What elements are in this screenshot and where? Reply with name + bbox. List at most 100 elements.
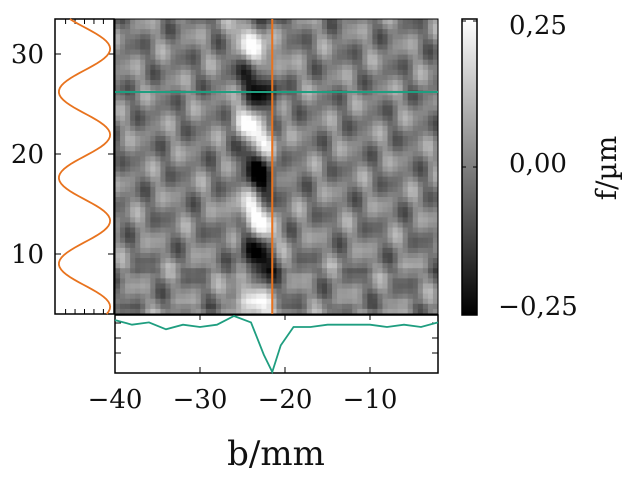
heatmap-cell bbox=[266, 110, 273, 117]
heatmap-cell bbox=[377, 80, 384, 86]
heatmap-cell bbox=[372, 293, 379, 300]
heatmap-cell bbox=[165, 130, 172, 137]
heatmap-cell bbox=[150, 141, 156, 147]
heatmap-cell bbox=[135, 161, 141, 168]
heatmap-cell bbox=[301, 115, 308, 122]
heatmap-cell bbox=[432, 303, 438, 310]
heatmap-cell bbox=[115, 252, 121, 259]
heatmap-cell bbox=[231, 29, 237, 35]
heatmap-cell bbox=[286, 268, 293, 274]
heatmap-cell bbox=[337, 298, 343, 305]
heatmap-cell bbox=[155, 293, 162, 300]
heatmap-cell bbox=[372, 100, 379, 107]
heatmap-cell bbox=[165, 151, 172, 157]
heatmap-cell bbox=[210, 232, 217, 239]
heatmap-cell bbox=[190, 161, 197, 168]
heatmap-cell bbox=[357, 44, 363, 51]
heatmap-cell bbox=[150, 252, 156, 259]
heatmap-cell bbox=[296, 212, 303, 218]
heatmap-cell bbox=[407, 110, 414, 117]
heatmap-cell bbox=[185, 34, 192, 40]
heatmap-cell bbox=[185, 278, 192, 285]
heatmap-cell bbox=[377, 258, 384, 264]
heatmap-cell bbox=[140, 64, 146, 71]
heatmap-cell bbox=[311, 212, 318, 218]
heatmap-cell bbox=[241, 24, 247, 30]
heatmap-cell bbox=[236, 263, 242, 269]
heatmap-cell bbox=[377, 273, 384, 279]
heatmap-cell bbox=[296, 49, 303, 56]
heatmap-cell bbox=[115, 242, 121, 249]
heatmap-cell bbox=[135, 171, 141, 178]
heatmap-cell bbox=[125, 95, 131, 101]
heatmap-cell bbox=[190, 100, 197, 107]
heatmap-cell bbox=[387, 166, 394, 173]
heatmap-cell bbox=[347, 258, 353, 264]
heatmap-cell bbox=[251, 54, 257, 61]
heatmap-cell bbox=[215, 197, 222, 203]
heatmap-cell bbox=[145, 110, 151, 117]
heatmap-cell bbox=[377, 212, 384, 218]
heatmap-cell bbox=[281, 49, 288, 56]
heatmap-cell bbox=[387, 268, 394, 274]
heatmap-cell bbox=[170, 59, 177, 66]
heatmap-cell bbox=[326, 161, 333, 168]
heatmap-cell bbox=[256, 29, 262, 35]
heatmap-cell bbox=[347, 146, 353, 152]
heatmap-cell bbox=[266, 298, 273, 305]
heatmap-cell bbox=[120, 161, 126, 168]
heatmap-cell bbox=[150, 232, 156, 239]
heatmap-cell bbox=[301, 39, 308, 46]
heatmap-cell bbox=[417, 186, 424, 193]
heatmap-cell bbox=[130, 54, 136, 61]
heatmap-cell bbox=[175, 181, 182, 188]
heatmap-cell bbox=[432, 202, 438, 208]
heatmap-cell bbox=[205, 29, 212, 35]
heatmap-cell bbox=[170, 80, 177, 86]
heatmap-cell bbox=[195, 100, 202, 107]
heatmap-cell bbox=[271, 263, 278, 269]
heatmap-cell bbox=[256, 293, 262, 300]
heatmap-cell bbox=[372, 263, 379, 269]
heatmap-cell bbox=[412, 242, 419, 249]
heatmap-cell bbox=[412, 44, 419, 51]
heatmap-cell bbox=[220, 125, 227, 132]
heatmap-cell bbox=[271, 141, 278, 147]
heatmap-cell bbox=[266, 34, 273, 40]
heatmap-cell bbox=[231, 288, 237, 295]
heatmap-cell bbox=[246, 222, 252, 229]
heatmap-cell bbox=[266, 237, 273, 244]
heatmap-cell bbox=[165, 74, 172, 81]
heatmap-cell bbox=[321, 161, 328, 168]
heatmap-cell bbox=[412, 19, 419, 25]
heatmap-cell bbox=[432, 80, 438, 86]
heatmap-cell bbox=[432, 232, 438, 239]
heatmap-cell bbox=[326, 293, 333, 300]
heatmap-cell bbox=[347, 85, 353, 91]
heatmap-cell bbox=[377, 242, 384, 249]
heatmap-cell bbox=[402, 151, 409, 157]
heatmap-cell bbox=[195, 273, 202, 279]
heatmap-cell bbox=[281, 90, 288, 96]
heatmap-cell bbox=[251, 166, 257, 173]
heatmap-cell bbox=[180, 202, 187, 208]
heatmap-cell bbox=[291, 19, 298, 25]
heatmap-cell bbox=[205, 59, 212, 66]
heatmap-cell bbox=[397, 125, 404, 132]
heatmap-cell bbox=[412, 125, 419, 132]
heatmap-cell bbox=[160, 110, 167, 117]
heatmap-cell bbox=[140, 130, 146, 137]
heatmap-cell bbox=[326, 176, 333, 183]
heatmap-cell bbox=[190, 44, 197, 51]
heatmap-cell bbox=[231, 19, 237, 25]
heatmap-cell bbox=[190, 278, 197, 285]
heatmap-cell bbox=[236, 217, 242, 224]
heatmap-cell bbox=[165, 278, 172, 285]
heatmap-cell bbox=[352, 19, 358, 25]
heatmap-cell bbox=[160, 273, 167, 279]
heatmap-cell bbox=[377, 283, 384, 290]
heatmap-cell bbox=[120, 110, 126, 117]
heatmap-cell bbox=[402, 161, 409, 168]
heatmap-cell bbox=[261, 207, 268, 213]
heatmap-cell bbox=[432, 24, 438, 30]
